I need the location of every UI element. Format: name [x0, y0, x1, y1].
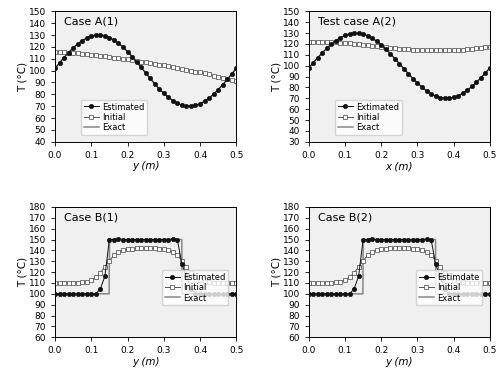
Text: Case B(2): Case B(2) [318, 212, 372, 222]
Y-axis label: T (°C): T (°C) [18, 257, 28, 287]
Y-axis label: T (°C): T (°C) [271, 61, 281, 92]
Legend: Estimated, Initial, Exact: Estimated, Initial, Exact [81, 100, 148, 135]
Legend: Estimated, Initial, Exact: Estimated, Initial, Exact [162, 270, 228, 305]
Legend: Estimdate, Initial, Exact: Estimdate, Initial, Exact [416, 270, 482, 305]
Text: Test case A(2): Test case A(2) [318, 17, 396, 27]
Y-axis label: T (°C): T (°C) [18, 61, 28, 92]
X-axis label: x (m): x (m) [386, 161, 413, 171]
X-axis label: y (m): y (m) [386, 357, 413, 367]
Legend: Extimated, Initial, Exact: Extimated, Initial, Exact [334, 100, 402, 135]
X-axis label: y (m): y (m) [132, 161, 160, 171]
Y-axis label: T (°C): T (°C) [271, 257, 281, 287]
X-axis label: y (m): y (m) [132, 357, 160, 367]
Text: Case A(1): Case A(1) [64, 17, 118, 27]
Text: Case B(1): Case B(1) [64, 212, 118, 222]
